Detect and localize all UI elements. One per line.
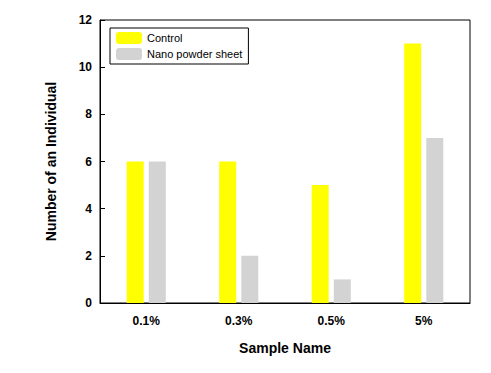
svg-text:Number of an Individual: Number of an Individual [43, 82, 59, 241]
svg-text:12: 12 [79, 13, 93, 27]
svg-text:10: 10 [79, 60, 93, 74]
svg-text:Sample Name: Sample Name [239, 340, 331, 356]
svg-text:4: 4 [85, 202, 92, 216]
svg-text:8: 8 [85, 107, 92, 121]
svg-text:0.5%: 0.5% [318, 314, 346, 328]
svg-text:0.3%: 0.3% [225, 314, 253, 328]
svg-text:0.1%: 0.1% [133, 314, 161, 328]
svg-text:5%: 5% [415, 314, 433, 328]
svg-text:Nano powder sheet: Nano powder sheet [147, 48, 242, 60]
svg-text:Control: Control [147, 32, 182, 44]
svg-text:2: 2 [85, 249, 92, 263]
svg-text:6: 6 [85, 155, 92, 169]
svg-text:0: 0 [85, 296, 92, 310]
